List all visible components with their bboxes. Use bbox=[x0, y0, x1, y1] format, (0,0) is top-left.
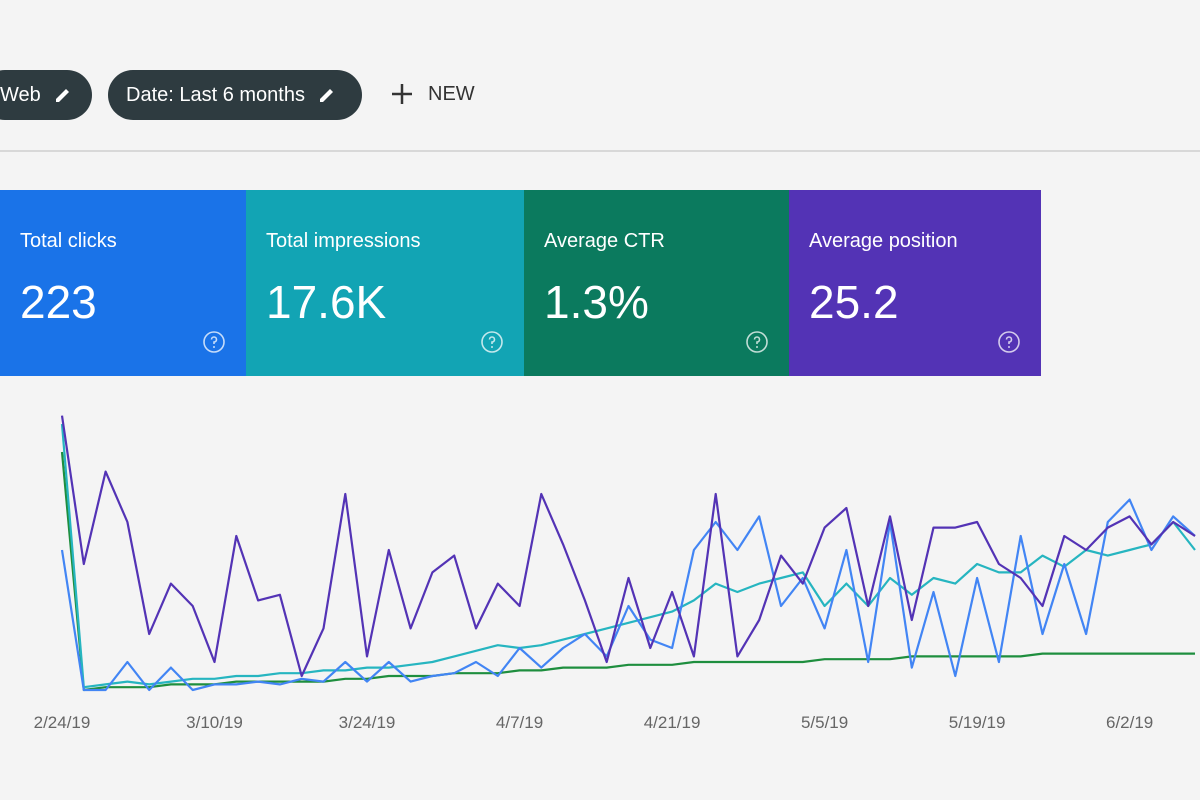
x-tick-label: 3/10/19 bbox=[186, 713, 243, 732]
toolbar: Web Date: Last 6 months NEW bbox=[0, 0, 1200, 152]
new-label: NEW bbox=[428, 82, 475, 105]
metric-value: 1.3% bbox=[544, 276, 649, 328]
x-tick-label: 6/2/19 bbox=[1106, 713, 1153, 732]
help-icon[interactable] bbox=[480, 330, 504, 354]
performance-chart: 2/24/19 3/10/19 3/24/19 4/7/19 4/21/19 5/5/19… bbox=[34, 415, 1196, 732]
metric-label: Average CTR bbox=[544, 230, 665, 252]
series-line bbox=[60, 423, 1196, 689]
new-button[interactable]: NEW bbox=[390, 82, 475, 106]
x-tick-label: 5/19/19 bbox=[949, 713, 1006, 732]
metric-label: Average position bbox=[809, 230, 958, 252]
metric-value: 17.6K bbox=[266, 276, 387, 328]
edit-icon bbox=[55, 89, 69, 102]
series-line bbox=[60, 415, 1196, 678]
plus-icon bbox=[392, 84, 412, 104]
x-tick-label: 3/24/19 bbox=[339, 713, 396, 732]
x-tick-label: 5/5/19 bbox=[801, 713, 848, 732]
metric-value: 25.2 bbox=[809, 276, 899, 328]
chip-label: Date: Last 6 months bbox=[126, 83, 305, 106]
series-line bbox=[60, 451, 1195, 692]
metric-card[interactable]: Average position 25.2 bbox=[789, 190, 1041, 376]
x-tick-label: 2/24/19 bbox=[34, 713, 91, 732]
metric-card[interactable]: Average CTR 1.3% bbox=[524, 190, 789, 376]
x-tick-label: 4/7/19 bbox=[496, 713, 543, 732]
help-icon[interactable] bbox=[202, 330, 226, 354]
metric-card[interactable]: Total impressions 17.6K bbox=[246, 190, 524, 376]
metric-label: Total clicks bbox=[20, 230, 117, 252]
metric-cards: Total clicks 223 Total impressions 17.6K Ave… bbox=[0, 190, 1041, 376]
filter-chip[interactable]: Date: Last 6 months bbox=[108, 70, 362, 120]
filter-chip[interactable]: Web bbox=[0, 70, 92, 120]
metric-label: Total impressions bbox=[266, 230, 421, 252]
metric-card[interactable]: Total clicks 223 bbox=[0, 190, 246, 376]
series-line bbox=[60, 498, 1196, 692]
chip-label: Web bbox=[0, 83, 41, 106]
metric-value: 223 bbox=[20, 276, 97, 328]
help-icon[interactable] bbox=[997, 330, 1021, 354]
edit-icon bbox=[319, 89, 333, 102]
help-icon[interactable] bbox=[745, 330, 769, 354]
x-tick-label: 4/21/19 bbox=[644, 713, 701, 732]
